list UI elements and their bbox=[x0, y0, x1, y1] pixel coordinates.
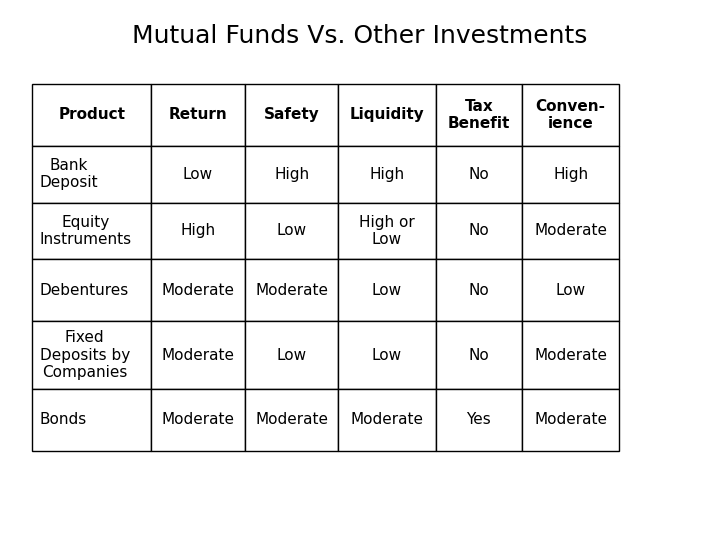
Text: Product: Product bbox=[58, 107, 125, 122]
Text: Moderate: Moderate bbox=[255, 283, 328, 298]
Text: Moderate: Moderate bbox=[351, 413, 423, 427]
Text: Moderate: Moderate bbox=[534, 413, 607, 427]
Text: Low: Low bbox=[183, 167, 213, 181]
Text: Safety: Safety bbox=[264, 107, 320, 122]
Text: High: High bbox=[369, 167, 405, 181]
Text: Yes: Yes bbox=[467, 413, 491, 427]
Text: Fixed
Deposits by
Companies: Fixed Deposits by Companies bbox=[40, 330, 130, 380]
Text: Moderate: Moderate bbox=[534, 348, 607, 362]
Text: Low: Low bbox=[372, 348, 402, 362]
Text: High: High bbox=[274, 167, 309, 181]
Text: Conven-
ience: Conven- ience bbox=[536, 98, 606, 131]
Text: Bank
Deposit: Bank Deposit bbox=[40, 158, 98, 190]
Text: Equity
Instruments: Equity Instruments bbox=[40, 215, 132, 247]
Text: High: High bbox=[553, 167, 588, 181]
Text: Moderate: Moderate bbox=[161, 283, 235, 298]
Text: Return: Return bbox=[168, 107, 228, 122]
Text: High or
Low: High or Low bbox=[359, 215, 415, 247]
Text: Tax
Benefit: Tax Benefit bbox=[448, 98, 510, 131]
Text: Low: Low bbox=[372, 283, 402, 298]
Text: Bonds: Bonds bbox=[40, 413, 87, 427]
Text: Low: Low bbox=[276, 224, 307, 238]
Text: No: No bbox=[469, 348, 489, 362]
Text: Low: Low bbox=[276, 348, 307, 362]
Text: No: No bbox=[469, 283, 489, 298]
Text: Debentures: Debentures bbox=[40, 283, 129, 298]
Text: No: No bbox=[469, 224, 489, 238]
Text: Low: Low bbox=[556, 283, 585, 298]
Text: Moderate: Moderate bbox=[161, 348, 235, 362]
Text: Moderate: Moderate bbox=[534, 224, 607, 238]
Text: Mutual Funds Vs. Other Investments: Mutual Funds Vs. Other Investments bbox=[132, 24, 588, 48]
Text: Moderate: Moderate bbox=[255, 413, 328, 427]
Text: No: No bbox=[469, 167, 489, 181]
Text: Moderate: Moderate bbox=[161, 413, 235, 427]
Text: High: High bbox=[181, 224, 215, 238]
Text: Liquidity: Liquidity bbox=[350, 107, 424, 122]
